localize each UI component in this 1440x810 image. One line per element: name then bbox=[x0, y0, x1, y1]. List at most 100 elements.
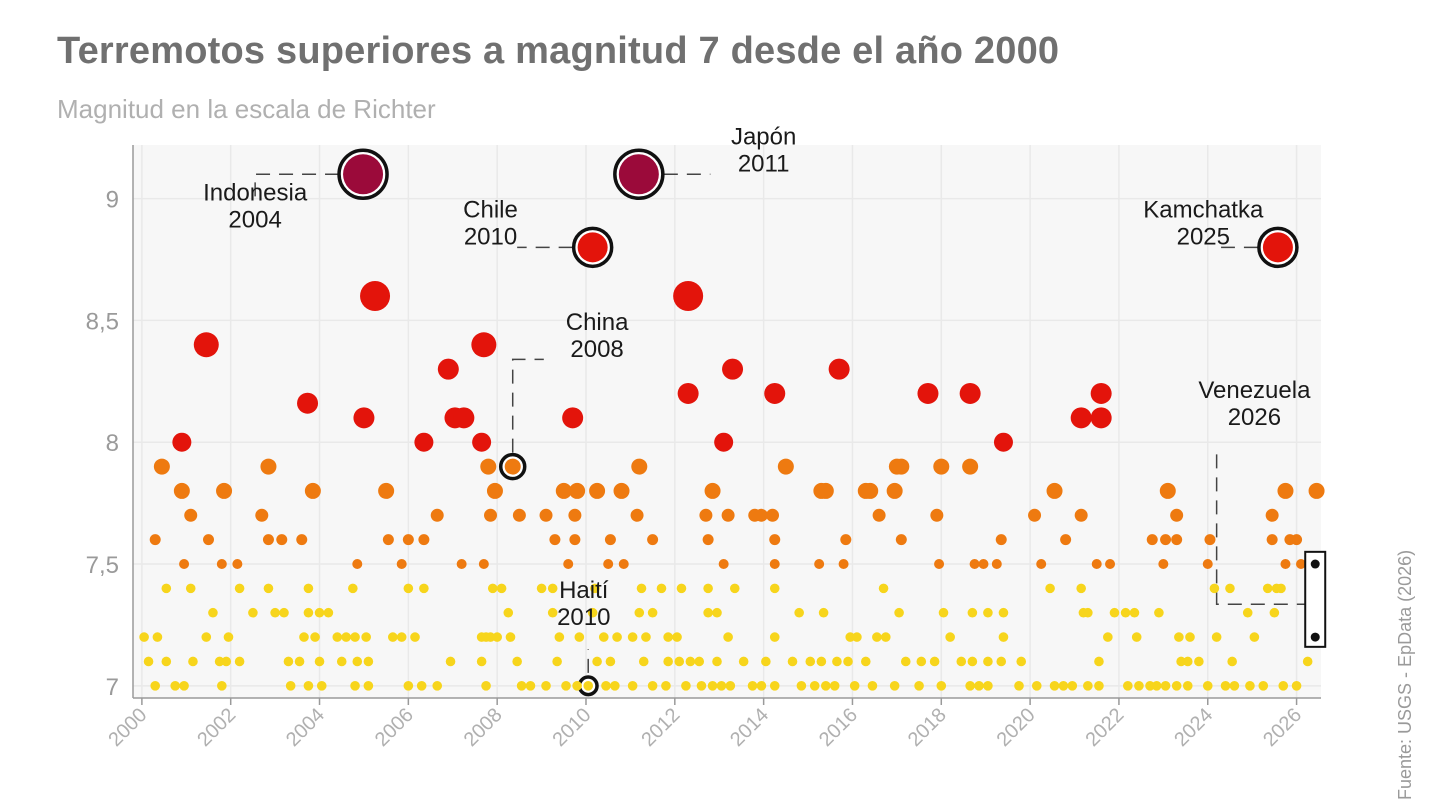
annotation-place: Indonesia bbox=[203, 180, 308, 207]
earthquake-point bbox=[761, 656, 771, 667]
earthquake-point bbox=[188, 656, 198, 667]
y-tick-label: 7 bbox=[106, 674, 119, 701]
annotation-year: 2008 bbox=[570, 336, 623, 363]
earthquake-point bbox=[681, 681, 691, 691]
earthquake-point bbox=[829, 681, 840, 691]
earthquake-point bbox=[601, 681, 611, 691]
earthquake-point bbox=[1262, 583, 1273, 594]
earthquake-point bbox=[1094, 681, 1104, 691]
earthquake-point bbox=[208, 607, 218, 618]
highlighted-earthquake-point bbox=[618, 154, 659, 195]
earthquake-point bbox=[604, 534, 616, 546]
earthquake-point bbox=[1151, 681, 1162, 691]
earthquake-point bbox=[1028, 508, 1042, 522]
earthquake-point bbox=[505, 632, 516, 642]
earthquake-point bbox=[630, 508, 644, 522]
earthquake-point bbox=[592, 656, 602, 667]
earthquake-point bbox=[316, 681, 327, 691]
earthquake-point bbox=[828, 358, 850, 380]
earthquake-point bbox=[525, 681, 536, 691]
annotation-connectors bbox=[254, 173, 1306, 673]
x-tick-label: 2000 bbox=[104, 704, 151, 751]
page-title: Terremotos superiores a magnitud 7 desde… bbox=[57, 30, 1060, 72]
earthquake-point bbox=[1276, 583, 1286, 594]
earthquake-point bbox=[1016, 656, 1027, 667]
earthquake-point bbox=[234, 583, 245, 594]
earthquake-point bbox=[1211, 632, 1222, 642]
earthquake-point bbox=[880, 632, 891, 642]
source-note: Fuente: USGS - EpData (2026) bbox=[1395, 549, 1415, 800]
earthquake-point bbox=[769, 632, 780, 642]
earthquake-point bbox=[161, 583, 172, 594]
earthquake-point bbox=[1209, 583, 1220, 594]
earthquake-point bbox=[647, 607, 658, 618]
earthquake-point bbox=[627, 632, 638, 642]
annotation-year: 2026 bbox=[1228, 404, 1281, 431]
earthquake-point bbox=[478, 559, 489, 570]
highlighted-earthquake-point bbox=[583, 681, 594, 691]
earthquake-point bbox=[402, 534, 414, 546]
earthquake-point bbox=[1134, 681, 1144, 691]
earthquake-point bbox=[303, 681, 314, 691]
earthquake-point bbox=[1174, 632, 1184, 642]
earthquake-point bbox=[185, 583, 196, 594]
earthquake-point bbox=[1109, 607, 1120, 618]
earthquake-point bbox=[893, 458, 910, 475]
earthquake-point bbox=[476, 656, 487, 667]
earthquake-point bbox=[1105, 559, 1116, 570]
earthquake-point bbox=[634, 607, 645, 618]
earthquake-point bbox=[201, 632, 212, 642]
annotation-labels: Indonesia2004Japón2011Chile2010Kamchatka… bbox=[203, 124, 1311, 631]
earthquake-point bbox=[714, 432, 734, 452]
earthquake-point bbox=[1146, 534, 1158, 546]
earthquake-point bbox=[938, 607, 949, 618]
earthquake-point bbox=[872, 508, 886, 522]
earthquake-point bbox=[396, 632, 407, 642]
earthquake-point bbox=[1229, 681, 1240, 691]
x-tick-label: 2026 bbox=[1259, 704, 1306, 751]
earthquake-point bbox=[995, 534, 1007, 546]
earthquake-point bbox=[673, 281, 704, 312]
earthquake-point bbox=[403, 681, 414, 691]
earthquake-point bbox=[332, 632, 343, 642]
earthquake-point bbox=[1076, 583, 1086, 594]
earthquake-point bbox=[699, 508, 713, 522]
earthquake-point bbox=[1249, 632, 1260, 642]
earthquake-point bbox=[862, 482, 879, 499]
earthquake-point bbox=[1046, 482, 1063, 499]
earthquake-point bbox=[967, 607, 978, 618]
earthquake-point bbox=[1194, 656, 1204, 667]
earthquake-point bbox=[661, 681, 671, 691]
earthquake-point bbox=[656, 583, 667, 594]
earthquake-point bbox=[641, 632, 651, 642]
earthquake-point bbox=[930, 508, 944, 522]
earthquake-point bbox=[445, 656, 456, 667]
connector-venezuela bbox=[1215, 454, 1306, 605]
earthquake-point bbox=[323, 607, 334, 618]
earthquake-point bbox=[916, 656, 927, 667]
earthquake-point bbox=[184, 508, 198, 522]
earthquake-point bbox=[555, 482, 572, 499]
earthquake-point bbox=[817, 482, 834, 499]
earthquake-point bbox=[152, 632, 163, 642]
earthquake-point bbox=[933, 458, 950, 475]
earthquake-point bbox=[1182, 656, 1193, 667]
earthquake-point bbox=[777, 458, 794, 475]
earthquake-point bbox=[363, 681, 374, 691]
y-tick-label: 8 bbox=[106, 430, 119, 457]
earthquake-point bbox=[388, 632, 398, 642]
earthquake-point bbox=[978, 559, 989, 570]
earthquake-point bbox=[314, 607, 325, 618]
earthquake-point bbox=[216, 559, 227, 570]
earthquake-point bbox=[1094, 656, 1104, 667]
earthquake-point bbox=[934, 559, 945, 570]
earthquake-point bbox=[456, 559, 467, 570]
earthquake-point bbox=[787, 656, 798, 667]
grid-lines bbox=[133, 145, 1321, 698]
earthquake-point bbox=[766, 508, 780, 522]
x-tick-label: 2006 bbox=[371, 704, 418, 751]
earthquake-point bbox=[539, 508, 553, 522]
earthquake-point bbox=[1258, 681, 1269, 691]
